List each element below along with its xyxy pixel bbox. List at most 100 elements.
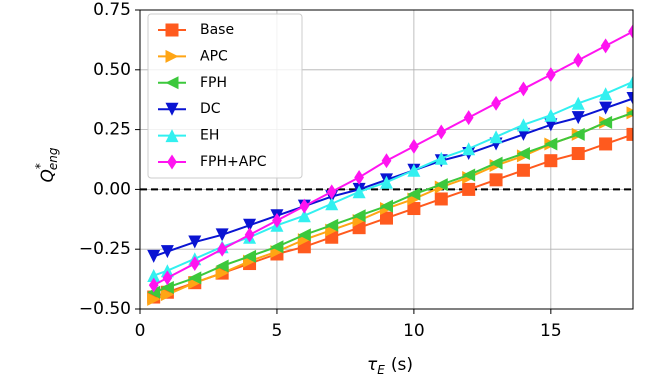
x-axis-label: τE (s) bbox=[367, 355, 413, 377]
marker bbox=[215, 259, 229, 273]
marker bbox=[352, 209, 366, 223]
marker bbox=[628, 24, 633, 40]
marker bbox=[489, 130, 503, 144]
marker bbox=[571, 111, 585, 125]
y-tick-label: 0.75 bbox=[93, 0, 131, 20]
marker bbox=[489, 156, 503, 170]
y-tick-label: 0.25 bbox=[93, 120, 131, 140]
y-tick-label: 0.50 bbox=[93, 60, 131, 80]
marker bbox=[381, 153, 392, 169]
marker bbox=[599, 101, 613, 115]
marker bbox=[626, 75, 633, 89]
marker bbox=[462, 182, 476, 196]
marker bbox=[434, 192, 448, 206]
marker bbox=[571, 127, 585, 141]
marker bbox=[544, 137, 558, 151]
marker bbox=[162, 270, 173, 286]
marker bbox=[243, 218, 257, 232]
marker bbox=[545, 67, 556, 83]
marker bbox=[380, 175, 393, 189]
marker bbox=[243, 249, 257, 263]
legend-label: DC bbox=[200, 101, 221, 117]
marker bbox=[147, 269, 161, 283]
marker bbox=[516, 163, 530, 177]
marker bbox=[571, 96, 585, 110]
marker bbox=[189, 256, 200, 272]
marker bbox=[599, 115, 613, 129]
y-tick-label: −0.25 bbox=[79, 239, 131, 259]
marker bbox=[352, 185, 366, 199]
marker bbox=[326, 184, 337, 200]
marker bbox=[599, 137, 613, 151]
x-tick-label: 15 bbox=[540, 321, 562, 341]
marker bbox=[244, 227, 255, 243]
marker bbox=[462, 142, 476, 156]
legend-label: APC bbox=[200, 48, 228, 64]
marker bbox=[573, 52, 584, 68]
x-label-subscript: E bbox=[377, 363, 385, 377]
legend-marker bbox=[165, 49, 179, 63]
marker bbox=[434, 178, 448, 192]
marker bbox=[516, 118, 530, 132]
marker bbox=[516, 147, 530, 161]
marker bbox=[270, 240, 284, 254]
marker bbox=[188, 271, 202, 285]
marker bbox=[571, 147, 585, 161]
x-tick-label: 0 bbox=[135, 321, 146, 341]
marker bbox=[297, 209, 311, 223]
marker bbox=[147, 292, 161, 306]
axes-frame bbox=[139, 9, 634, 310]
marker bbox=[407, 187, 421, 201]
marker bbox=[299, 198, 310, 214]
marker bbox=[188, 235, 202, 249]
plot-area bbox=[147, 24, 633, 306]
marker bbox=[407, 202, 421, 216]
legend-box bbox=[147, 13, 303, 179]
marker bbox=[434, 151, 448, 165]
marker bbox=[160, 245, 174, 259]
marker bbox=[518, 81, 529, 97]
x-label-symbol: τ bbox=[367, 355, 378, 375]
legend-label: FPH+APC bbox=[200, 154, 267, 170]
legend-label: Base bbox=[200, 22, 234, 38]
marker bbox=[325, 218, 339, 232]
legend-label: FPH bbox=[200, 75, 227, 91]
x-tick-label: 5 bbox=[272, 321, 283, 341]
marker bbox=[463, 110, 474, 126]
y-tick-label: −0.50 bbox=[79, 299, 131, 319]
marker bbox=[491, 95, 501, 111]
x-tick-label: 10 bbox=[403, 321, 425, 341]
marker bbox=[599, 87, 613, 101]
marker bbox=[544, 108, 558, 122]
marker bbox=[160, 288, 174, 302]
marker bbox=[147, 249, 161, 263]
marker bbox=[380, 199, 393, 213]
x-label-unit: (s) bbox=[391, 355, 413, 375]
y-label-symbol: Q bbox=[38, 169, 58, 182]
marker bbox=[544, 154, 558, 168]
marker bbox=[462, 168, 476, 182]
legend-label: EH bbox=[200, 128, 219, 144]
marker bbox=[272, 213, 282, 228]
marker bbox=[489, 173, 503, 187]
marker bbox=[436, 124, 447, 140]
marker bbox=[380, 211, 393, 225]
y-label-subscript: eng bbox=[46, 147, 60, 170]
marker bbox=[626, 92, 633, 106]
marker bbox=[160, 280, 174, 294]
legend-marker bbox=[165, 76, 179, 90]
marker bbox=[217, 241, 228, 257]
marker bbox=[297, 228, 311, 242]
marker bbox=[148, 277, 159, 293]
y-tick-label: 0.00 bbox=[93, 179, 131, 199]
legend-marker bbox=[165, 23, 179, 37]
legend-marker bbox=[165, 102, 179, 116]
legend-marker bbox=[167, 154, 177, 170]
marker bbox=[215, 266, 229, 280]
marker bbox=[600, 38, 611, 54]
y-label-superscript: * bbox=[33, 163, 47, 169]
marker bbox=[626, 109, 633, 117]
y-axis-label: Q*eng bbox=[33, 147, 60, 182]
marker bbox=[626, 127, 633, 141]
